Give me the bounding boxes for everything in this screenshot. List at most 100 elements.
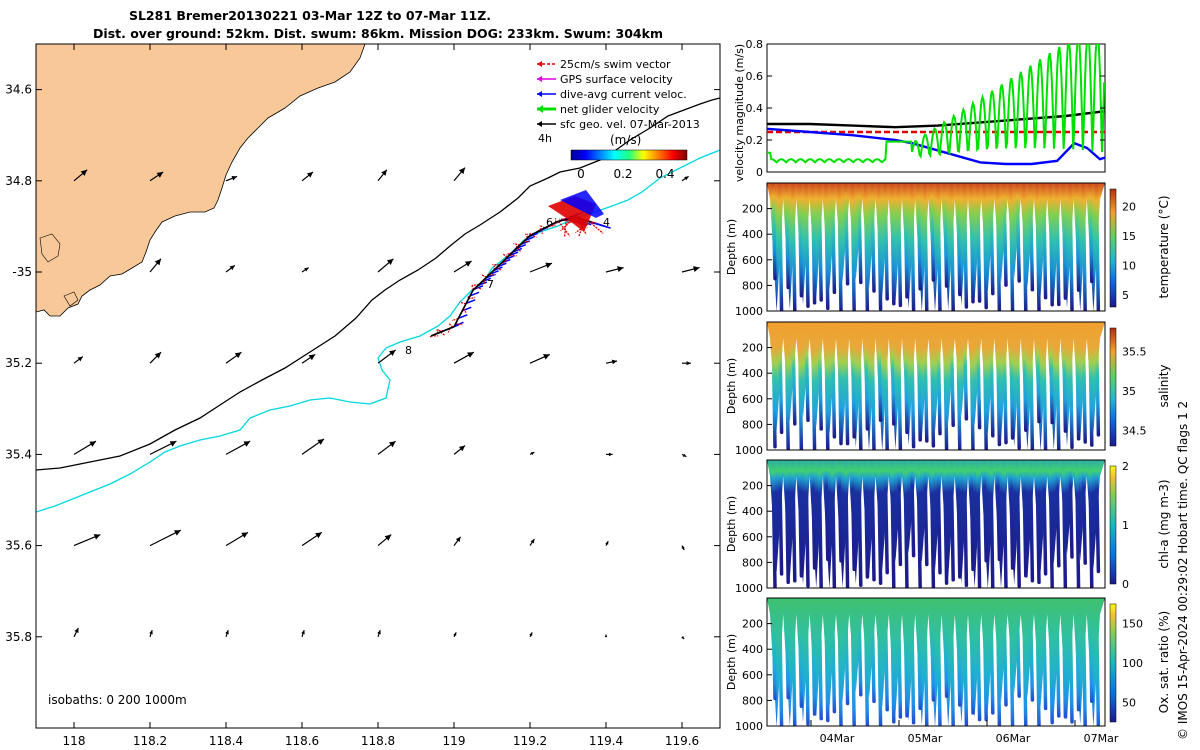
dive-profile bbox=[824, 322, 830, 450]
dive-profile bbox=[969, 460, 975, 572]
depth-tick: 200 bbox=[742, 342, 763, 355]
velocity-panel: 0 0.2 0.4 0.6 0.8 velocity magnitude (m/s) bbox=[733, 38, 1106, 182]
map-panel: 118 118.2 118.4 118.6 118.8 119 119.2 119.4 119.… bbox=[5, 43, 721, 748]
dive-profile bbox=[883, 322, 889, 450]
map-y-tick: -35 bbox=[12, 265, 32, 279]
geo-vector bbox=[605, 266, 624, 273]
isobath-note: isobaths: 0 200 1000m bbox=[48, 693, 187, 707]
geo-vector bbox=[453, 351, 475, 364]
dive-profile bbox=[923, 322, 929, 443]
dive-profile bbox=[890, 460, 896, 588]
dive-profile bbox=[903, 460, 909, 588]
dive-profile bbox=[850, 598, 856, 726]
velocity-axis-label: velocity magnitude (m/s) bbox=[733, 44, 746, 182]
depth-tick: 400 bbox=[742, 505, 763, 518]
dive-profile bbox=[1022, 460, 1028, 578]
geo-vector bbox=[377, 258, 394, 273]
geo-vector bbox=[301, 171, 314, 182]
dive-profile bbox=[1081, 598, 1087, 726]
dive-profile bbox=[1068, 322, 1074, 450]
colorbar-tick: 10 bbox=[1122, 260, 1136, 273]
geo-vector bbox=[529, 451, 535, 456]
dive-profile bbox=[995, 322, 1002, 447]
velocity-y-tick: 0.4 bbox=[746, 102, 764, 115]
dive-profile bbox=[975, 460, 982, 588]
dive-profile bbox=[784, 183, 790, 290]
dive-profile bbox=[969, 183, 975, 304]
colorbar-tick: 35.5 bbox=[1122, 346, 1147, 359]
dive-profile bbox=[870, 322, 876, 450]
dive-profile bbox=[1015, 598, 1021, 698]
colorbar-tick: 15 bbox=[1122, 230, 1136, 243]
dive-profile bbox=[1002, 183, 1008, 287]
velocity-y-tick: 0 bbox=[756, 166, 763, 179]
dive-profile bbox=[896, 183, 903, 308]
depth-axis-label: Depth (m) bbox=[725, 219, 738, 275]
depth-tick: 1000 bbox=[735, 720, 763, 733]
geo-vector bbox=[225, 175, 238, 182]
swim-vector bbox=[539, 224, 546, 229]
swim-vector bbox=[513, 242, 521, 246]
geo-vector bbox=[453, 445, 466, 455]
map-y-tick: 35.6 bbox=[5, 539, 32, 553]
dive-profile bbox=[1061, 322, 1068, 433]
dive-profile bbox=[791, 322, 797, 426]
depth-tick: 800 bbox=[742, 418, 763, 431]
dive-profile bbox=[989, 322, 995, 438]
dive-profile bbox=[870, 183, 876, 293]
dive-profile bbox=[1022, 183, 1028, 311]
figure-title-line2: Dist. over ground: 52km. Dist. swum: 86k… bbox=[93, 26, 663, 41]
dive-profile bbox=[870, 460, 876, 582]
legend-label: dive-avg current veloc. bbox=[560, 88, 687, 101]
dive-profile bbox=[804, 183, 810, 308]
dive-profile bbox=[810, 598, 817, 716]
dive-profile bbox=[1035, 460, 1041, 585]
geo-vector bbox=[453, 536, 462, 546]
dive-profile bbox=[890, 598, 896, 724]
date-tick: 04Mar bbox=[820, 732, 855, 745]
dive-profile bbox=[870, 598, 876, 704]
colorbar-label: Ox. sat. ratio (%) bbox=[1157, 611, 1171, 713]
dive-profile bbox=[916, 322, 922, 442]
date-tick: 05Mar bbox=[908, 732, 943, 745]
dive-profile bbox=[817, 322, 823, 431]
legend-item-swim: 25cm/s swim vector bbox=[537, 58, 671, 71]
velocity-series-line bbox=[767, 127, 1105, 166]
map-x-tick: 118.6 bbox=[285, 734, 319, 748]
date-tick: 07Mar bbox=[1084, 732, 1119, 745]
geo-vector bbox=[301, 630, 305, 637]
geo-vector bbox=[149, 171, 164, 182]
profile-panel-oxygen: 200 400 600 800 1000 Depth (m) 50 100 150 Ox. sat… bbox=[725, 597, 1171, 733]
depth-tick: 1000 bbox=[735, 305, 763, 318]
dive-profile bbox=[1094, 460, 1101, 574]
dive-profile bbox=[890, 183, 896, 306]
legend-label: net glider velocity bbox=[560, 103, 660, 116]
dive-profile bbox=[1081, 183, 1087, 311]
dive-profile bbox=[969, 598, 975, 715]
dive-profile bbox=[830, 460, 837, 588]
geo-vector bbox=[682, 361, 691, 366]
dive-profile bbox=[1061, 598, 1068, 719]
dive-profile bbox=[1068, 460, 1074, 559]
dive-profile bbox=[1028, 322, 1035, 450]
geo-vector bbox=[377, 630, 381, 637]
dive-profile bbox=[1028, 460, 1035, 583]
dive-profile bbox=[784, 460, 790, 585]
speed-colorbar-tick: 0.2 bbox=[613, 167, 632, 181]
geo-vector bbox=[529, 262, 553, 273]
dive-profile bbox=[830, 322, 837, 439]
swim-vector bbox=[502, 253, 508, 258]
dive-profile bbox=[1002, 322, 1008, 445]
geo-vector bbox=[681, 545, 685, 551]
swim-vector bbox=[588, 220, 604, 234]
velocity-series-line bbox=[767, 110, 1105, 129]
dive-profile bbox=[956, 598, 962, 707]
dive-profile bbox=[771, 183, 777, 281]
track-day-label: 8 bbox=[405, 344, 412, 357]
track-day-labels: 4 6 7 8 bbox=[405, 216, 610, 357]
depth-tick: 1000 bbox=[735, 444, 763, 457]
geo-vector bbox=[149, 440, 177, 455]
dive-profile bbox=[942, 598, 949, 698]
